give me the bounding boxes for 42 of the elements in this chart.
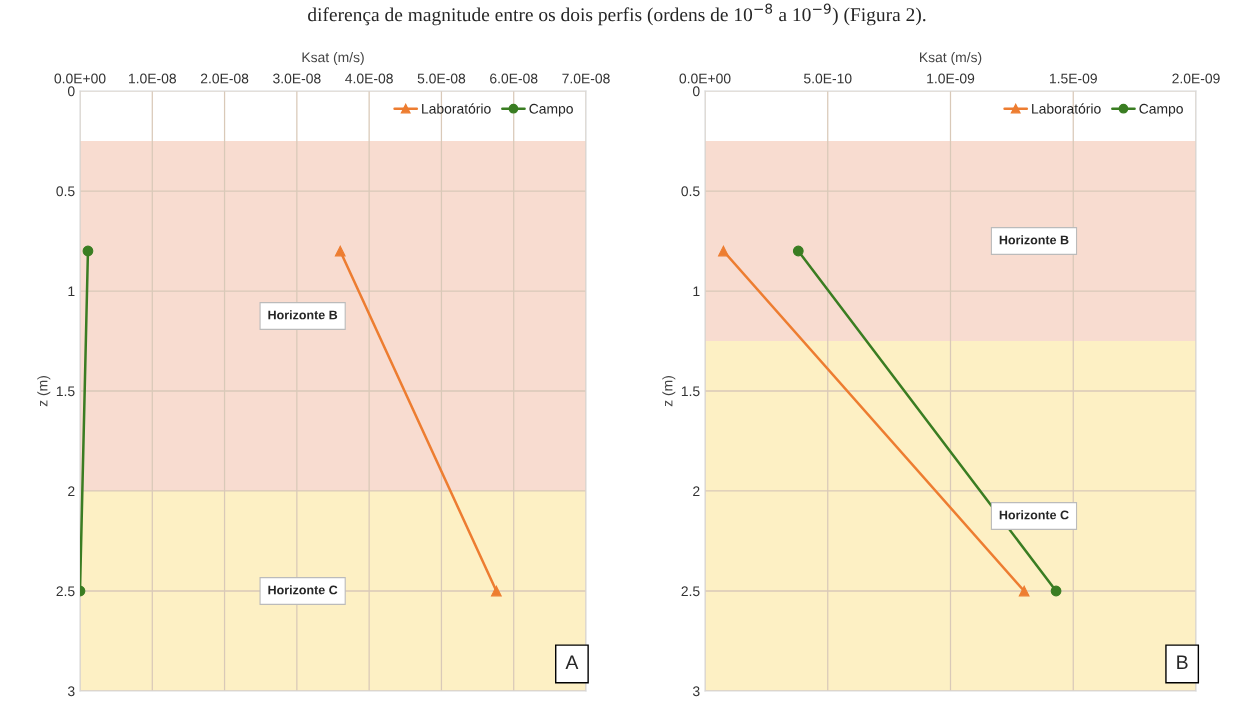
x-tick-label: 2.0E-08 <box>200 73 249 84</box>
y-tick-label: 2 <box>68 486 75 497</box>
legend-label: Campo <box>1139 103 1183 117</box>
y-tick-label: 1 <box>68 286 75 297</box>
legend-label: Campo <box>529 103 573 117</box>
legend-label: Laboratório <box>1032 103 1101 114</box>
x-tick-label: 4.0E-08 <box>345 73 393 84</box>
y-tick-label: 2.5 <box>681 586 700 597</box>
x-tick-label: 5.0E-10 <box>803 73 852 84</box>
x-tick-label: 1.0E-09 <box>927 73 975 84</box>
annotation: A <box>565 655 579 669</box>
x-tick-label: 0.0E+00 <box>54 73 106 84</box>
y-tick-label: 2.5 <box>56 586 75 597</box>
y-tick-label: 0.5 <box>681 186 700 197</box>
y-tick-label: 0 <box>692 86 700 97</box>
legend-label: Laboratório <box>422 103 491 114</box>
x-tick-label: 3.0E-08 <box>273 73 321 84</box>
y-tick-label: 0 <box>67 86 75 97</box>
y-tick-label: 3 <box>67 686 75 697</box>
x-tick-label: 2.0E-09 <box>1172 73 1220 84</box>
x-tick-label: 1.5E-09 <box>1049 73 1097 84</box>
x-tick-label: 6.0E-08 <box>490 73 538 84</box>
x-axis-title: Ksat (m/s) <box>920 52 982 65</box>
annotation: Horizonte C <box>268 585 338 595</box>
y-tick-label: 3 <box>692 686 700 697</box>
text: diferença de magnitude entre os dois perfis (ordens de 10$^{−8}$ a 10$^{−9}$) (Figura 2). <box>308 3 926 26</box>
annotation: Horizonte B <box>268 310 338 320</box>
y-axis-title: z (m) <box>37 376 51 407</box>
y-axis-title: z (m) <box>662 376 676 407</box>
y-tick-label: 1.5 <box>681 386 700 397</box>
x-tick-label: 0.0E+00 <box>679 73 731 84</box>
x-tick-label: 1.0E-08 <box>129 73 177 84</box>
x-tick-label: 7.0E-08 <box>562 73 610 84</box>
annotation: Horizonte C <box>999 510 1069 520</box>
y-tick-label: 1 <box>693 286 700 297</box>
annotation: B <box>1177 655 1188 669</box>
y-tick-label: 2 <box>693 486 700 497</box>
y-tick-label: 1.5 <box>56 386 75 397</box>
annotation: Horizonte B <box>999 235 1069 245</box>
x-axis-title: Ksat (m/s) <box>302 52 364 65</box>
y-tick-label: 0.5 <box>56 186 75 197</box>
x-tick-label: 5.0E-08 <box>417 73 466 84</box>
